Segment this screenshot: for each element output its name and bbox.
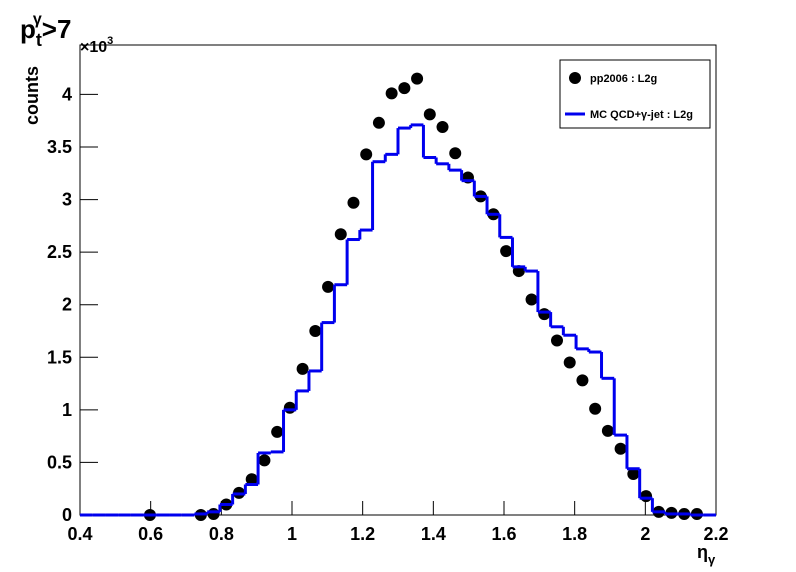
data-point [449,147,462,160]
data-point [640,490,653,503]
x-tick-label: 0.4 [67,524,92,544]
x-axis-label: ηγ [697,542,716,567]
data-point [347,196,360,209]
x-tick-label: 1 [287,524,297,544]
data-point [245,473,258,486]
y-tick-label: 0 [62,505,72,525]
data-point [334,228,347,241]
data-point [398,82,411,95]
title-sub: t [36,30,42,50]
x-label-base: η [697,542,708,562]
data-point [258,454,271,467]
data-point [601,424,614,437]
data-point [322,280,335,293]
data-point [525,293,538,306]
x-tick-label: 1.2 [350,524,375,544]
data-point [283,401,296,414]
legend-box [559,59,711,129]
x-label-sub: γ [708,552,716,567]
title-base: p [20,14,36,44]
y-tick-label: 2.5 [47,242,72,262]
legend-label: MC QCD+γ-jet : L2g [590,109,693,121]
title-sup: γ [33,11,42,28]
y-tick-label: 0.5 [47,452,72,472]
data-point [360,148,373,161]
data-point [271,425,284,438]
x-tick-label: 1.4 [421,524,446,544]
data-point [207,507,220,520]
x-tick-label: 2.2 [703,524,728,544]
title-rest: >7 [42,14,72,44]
data-point [372,116,385,129]
x-tick-label: 2 [640,524,650,544]
y-tick-label: 4 [62,84,72,104]
x-tick-label: 0.6 [138,524,163,544]
data-point [309,324,322,337]
data-point [589,402,602,415]
data-point [614,442,627,455]
data-point [296,362,309,375]
data-point [563,356,576,369]
x-tick-label: 0.8 [209,524,234,544]
data-point [385,87,398,100]
x-tick-label: 1.8 [562,524,587,544]
data-point [411,72,424,85]
legend-marker [569,72,581,84]
plot-frame [79,44,717,516]
data-point [551,334,563,347]
y-tick-label: 1.5 [47,347,72,367]
legend-label: pp2006 : L2g [590,73,657,85]
data-point [423,108,436,121]
y-tick-label: 3.5 [47,137,72,157]
multiplier-sup: 3 [107,35,113,47]
y-multiplier: ×103 [80,35,113,56]
x-tick-label: 1.6 [491,524,516,544]
data-point [436,121,449,134]
y-tick-label: 2 [62,295,72,315]
data-point [538,308,551,321]
data-point [627,467,640,480]
multiplier-base: ×10 [80,39,107,56]
data-point [500,245,513,258]
data-point [576,374,589,387]
y-tick-label: 3 [62,190,72,210]
y-axis-label: counts [22,66,42,125]
y-tick-label: 1 [62,400,72,420]
chart-title: ptγ>7 [20,11,71,50]
